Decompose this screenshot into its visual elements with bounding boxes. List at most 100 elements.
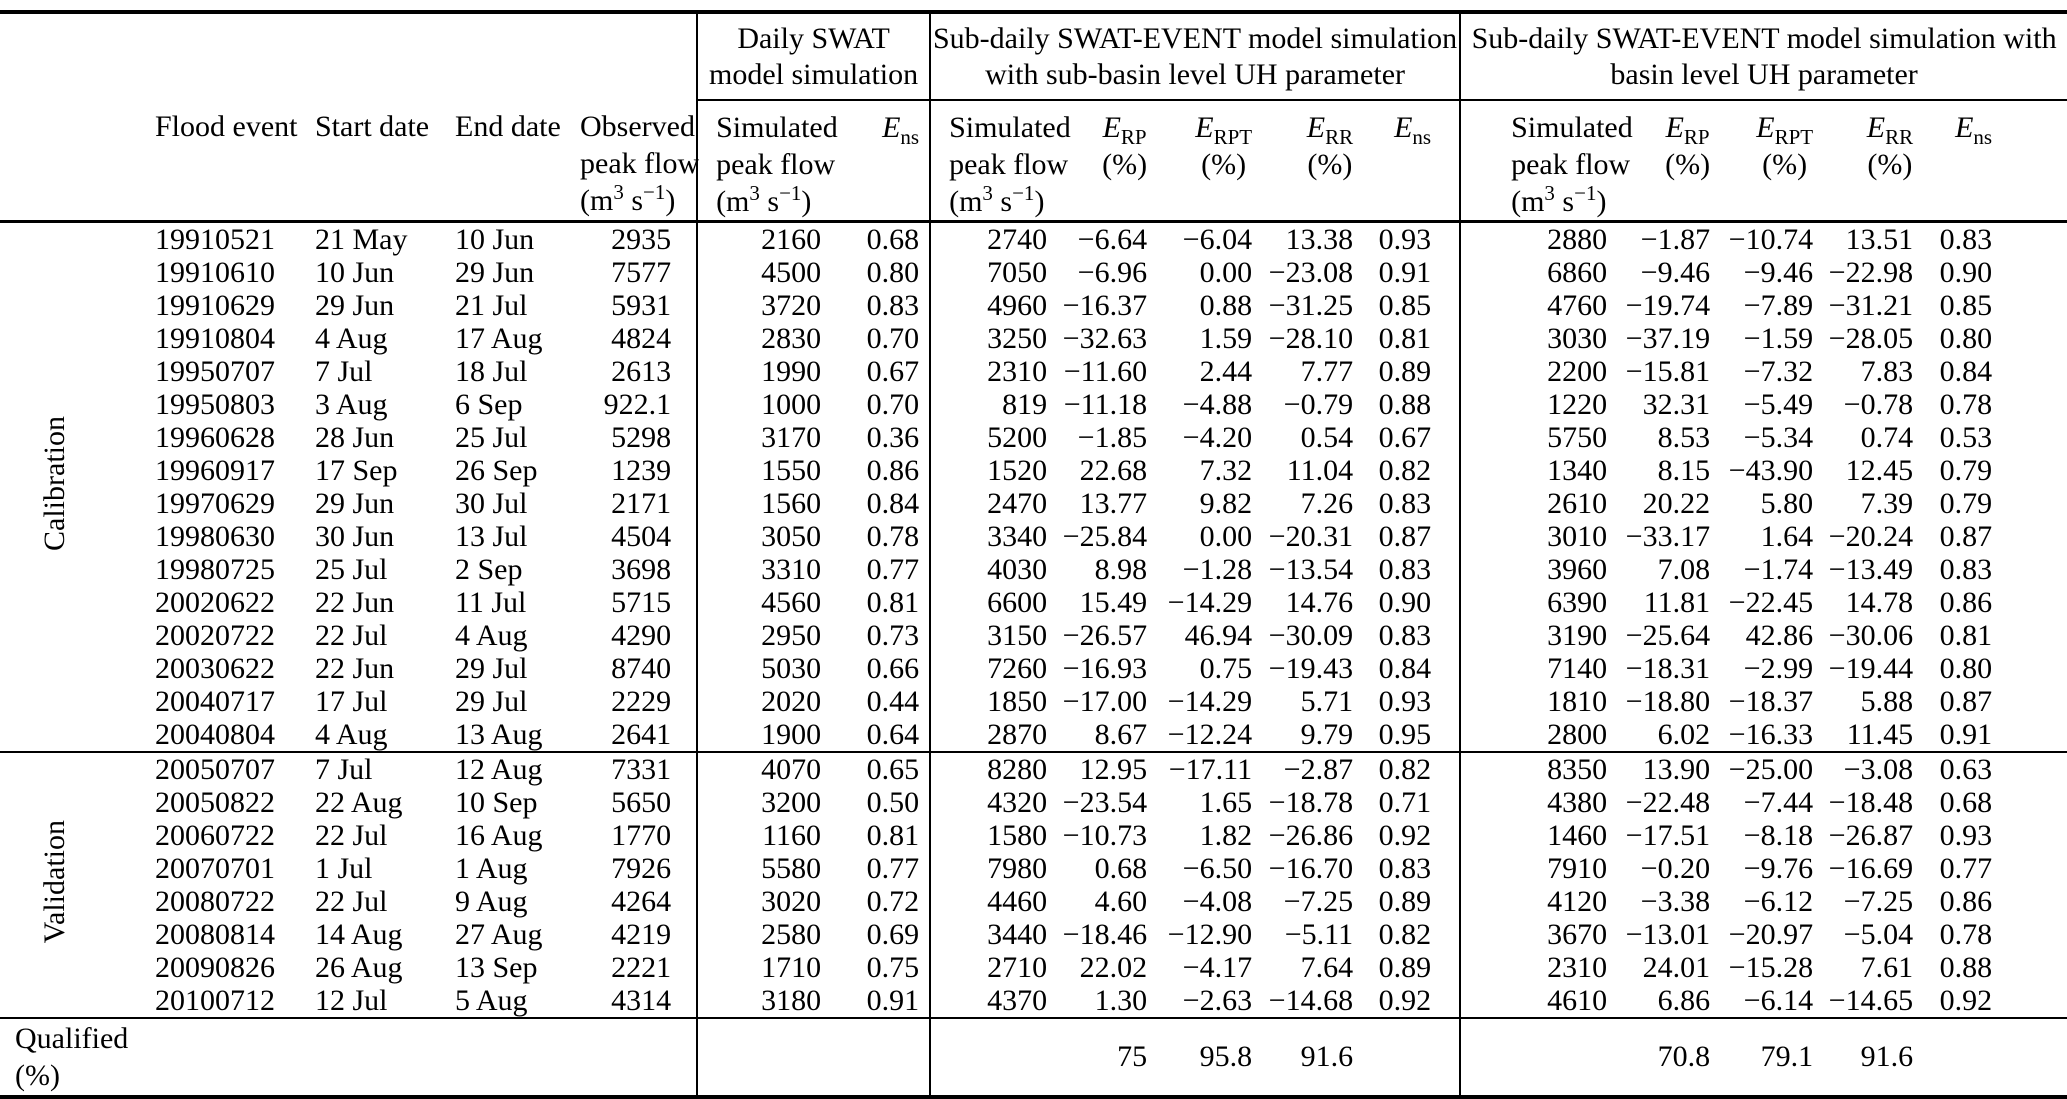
table-row: 20100712 12 Jul 5 Aug 4314 3180 0.91 4370 1.30−…: [0, 984, 2067, 1019]
observed-peak-cell: 4290: [580, 619, 699, 652]
col-daily-ens: Ens: [835, 100, 932, 223]
start-date-cell: 22 Jul: [315, 619, 388, 652]
col-end-date: End date: [445, 100, 580, 223]
qualified-subbasin-ens-empty: [1355, 1018, 1462, 1097]
start-date-cell: 17 Sep: [315, 454, 398, 487]
corner-cell: [0, 12, 699, 100]
unit-m3s: (m3 s−1): [716, 181, 812, 219]
subbasin-ens-cell: 0.92: [1355, 819, 1462, 852]
qualified-row: Qualified (%) 75 95.8 91.6 70.8 79.1 91.6: [0, 1018, 2067, 1097]
basin-erpt-cell: −1.74: [1743, 553, 1814, 586]
subbasin-erp-cell: −16.93: [1062, 652, 1148, 685]
col-subbasin-erp: ERP (%): [1050, 100, 1151, 223]
end-date-cell: 2 Sep: [455, 553, 523, 586]
basin-err-cell: 7.83: [1860, 355, 1914, 388]
basin-sim-peak-cell: 6390: [1547, 586, 1608, 619]
basin-err-cell: 13.51: [1845, 223, 1914, 256]
flood-event-cell: 20090826: [155, 951, 275, 984]
daily-ens-cell: 0.78: [835, 520, 932, 553]
basin-ens-cell: 0.86: [1939, 885, 1993, 918]
flood-event-cell: 20050822: [155, 786, 275, 819]
qualified-basin-err: 91.6: [1860, 1040, 1914, 1073]
col-observed-peak-flow: Observed peak flow (m3 s−1): [580, 100, 699, 223]
start-date-cell: 22 Jun: [315, 652, 395, 685]
flood-event-cell: 19960917: [155, 454, 275, 487]
subbasin-ens-cell: 0.83: [1355, 852, 1462, 885]
subbasin-sim-peak-cell: 3250: [987, 322, 1048, 355]
basin-erp-cell: −1.87: [1640, 223, 1711, 256]
subbasin-erpt-cell: −14.29: [1167, 685, 1253, 718]
daily-ens-cell: 0.72: [835, 885, 932, 918]
end-date-cell: 21 Jul: [455, 289, 528, 322]
start-date-cell: 28 Jun: [315, 421, 395, 454]
subbasin-sim-peak-cell: 2710: [987, 951, 1048, 984]
basin-erp-cell: −19.74: [1625, 289, 1711, 322]
basin-erpt-cell: −20.97: [1728, 918, 1814, 951]
daily-ens-cell: 0.83: [835, 289, 932, 322]
subbasin-sim-peak-cell: 1580: [987, 819, 1048, 852]
subbasin-erpt-cell: 0.88: [1199, 289, 1253, 322]
end-date-cell: 13 Jul: [455, 520, 528, 553]
basin-erpt-cell: −22.45: [1728, 586, 1814, 619]
daily-sim-peak-cell: 4560: [761, 586, 822, 619]
subbasin-sim-peak-cell: 4460: [987, 885, 1048, 918]
subbasin-sim-peak-cell: 3340: [987, 520, 1048, 553]
basin-sim-peak-cell: 7140: [1547, 652, 1608, 685]
table-row: 20030622 22 Jun 29 Jul 8740 5030 0.66 7260 −16.…: [0, 652, 2067, 685]
section-label-text: Calibration: [38, 416, 71, 551]
basin-erpt-cell: −25.00: [1728, 753, 1814, 786]
basin-erpt-cell: −5.49: [1743, 388, 1814, 421]
basin-ens-cell: 0.68: [1939, 786, 1993, 819]
subbasin-ens-cell: 0.85: [1355, 289, 1462, 322]
end-date-cell: 17 Aug: [455, 322, 543, 355]
basin-ens-cell: 0.83: [1939, 223, 1993, 256]
basin-erp-cell: −33.17: [1625, 520, 1711, 553]
subbasin-erpt-cell: −14.29: [1167, 586, 1253, 619]
table-row: 20080814 14 Aug 27 Aug 4219 2580 0.69 3440 −18.…: [0, 918, 2067, 951]
basin-sim-peak-cell: 2610: [1547, 487, 1608, 520]
unit-m3s: (m3 s−1): [580, 180, 676, 218]
start-date-cell: 4 Aug: [300, 718, 445, 753]
subbasin-erp-cell: −32.63: [1062, 322, 1148, 355]
flood-event-cell: 20050707: [155, 753, 275, 786]
qualified-label: Qualified (%): [0, 1018, 699, 1097]
group-daily-swat: Daily SWAT model simulation: [697, 12, 932, 101]
basin-ens-cell: 0.84: [1939, 355, 1993, 388]
subbasin-erpt-cell: 0.00: [1199, 256, 1253, 289]
end-date-cell: 18 Jul: [455, 355, 528, 388]
flood-event-cell: 19950707: [155, 355, 275, 388]
daily-sim-peak-cell: 3170: [761, 421, 822, 454]
basin-erpt-cell: 1.64: [1760, 520, 1814, 553]
subbasin-erp-cell: −26.57: [1062, 619, 1148, 652]
basin-ens-cell: 0.53: [1939, 421, 1993, 454]
basin-err-cell: 14.78: [1845, 586, 1914, 619]
flood-event-cell: 19950803: [155, 388, 275, 421]
daily-ens-cell: 0.50: [835, 786, 932, 819]
basin-erpt-cell: −8.18: [1743, 819, 1814, 852]
subbasin-erpt-cell: −12.90: [1167, 918, 1253, 951]
subbasin-erp-cell: −17.00: [1062, 685, 1148, 718]
section-label-calibration: Calibration: [0, 221, 110, 753]
subbasin-sim-peak-cell: 7980: [987, 852, 1048, 885]
basin-err-cell: −20.24: [1828, 520, 1914, 553]
subbasin-ens-cell: 0.89: [1355, 951, 1462, 984]
daily-ens-cell: 0.67: [835, 355, 932, 388]
basin-err-cell: 0.74: [1860, 421, 1914, 454]
basin-erp-cell: 7.08: [1657, 553, 1711, 586]
daily-sim-peak-cell: 4500: [761, 256, 822, 289]
daily-ens-cell: 0.70: [835, 388, 932, 421]
basin-erpt-cell: −6.12: [1743, 885, 1814, 918]
end-date-cell: 27 Aug: [455, 918, 543, 951]
basin-sim-peak-cell: 6860: [1547, 256, 1608, 289]
flood-event-cell: 19960628: [155, 421, 275, 454]
flood-event-cell: 20040804: [110, 718, 300, 753]
basin-ens-cell: 0.87: [1939, 520, 1993, 553]
daily-sim-peak-cell: 2830: [761, 322, 822, 355]
basin-sim-peak-cell: 2310: [1547, 951, 1608, 984]
daily-sim-peak-cell: 2160: [761, 223, 822, 256]
table-row: 20050822 22 Aug 10 Sep 5650 3200 0.50 4320 −23.…: [0, 786, 2067, 819]
table-row: 20070701 1 Jul 1 Aug 7926 5580 0.77 7980 0.68 −6…: [0, 852, 2067, 885]
basin-erp-cell: −18.31: [1625, 652, 1711, 685]
basin-err-cell: −14.65: [1815, 984, 1916, 1019]
basin-sim-peak-cell: 1810: [1547, 685, 1608, 718]
